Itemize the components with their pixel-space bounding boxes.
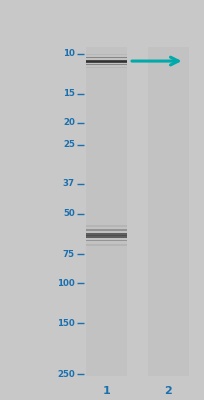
Text: 20: 20 [63,118,74,127]
Text: 250: 250 [57,370,74,379]
Text: 50: 50 [63,210,74,218]
Text: 150: 150 [57,319,74,328]
Text: 1: 1 [102,386,110,396]
Bar [86,233,126,235]
Bar [86,67,126,68]
Bar [147,47,188,376]
Bar [86,225,126,227]
Text: 10: 10 [63,49,74,58]
Text: 100: 100 [57,278,74,288]
Bar [86,57,126,58]
Bar [86,64,126,65]
Bar [86,54,126,55]
Text: 2: 2 [163,386,171,396]
Bar [86,60,126,62]
Text: 15: 15 [63,90,74,98]
Text: 25: 25 [63,140,74,150]
Text: 37: 37 [62,180,74,188]
Bar [86,230,126,231]
Bar [86,235,126,236]
Bar [86,244,126,246]
Bar [86,240,126,242]
Bar [86,236,126,238]
Text: 75: 75 [62,250,74,259]
Bar [86,47,126,376]
